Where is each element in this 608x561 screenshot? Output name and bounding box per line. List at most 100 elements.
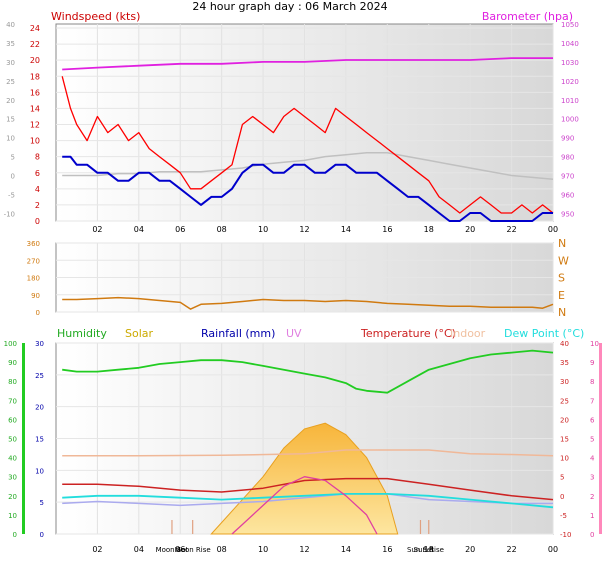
rainfall-tick-label: 5 — [40, 499, 44, 507]
windspeed-tick-label: 0 — [35, 217, 40, 226]
humidity-tick-label: 20 — [8, 493, 17, 501]
windspeed-axis-title: Windspeed (kts) — [51, 10, 140, 23]
temperature-tick-label: 10 — [6, 135, 15, 143]
annotation-label: Moon Set — [156, 546, 189, 554]
humidity-tick-label: 0 — [13, 531, 17, 539]
solar-area — [210, 422, 399, 535]
humidity-tick-label: 100 — [4, 340, 17, 348]
wind-gust-line — [61, 76, 554, 214]
climate-panel-series — [62, 349, 554, 535]
barometer-axis-title: Barometer (hpa) — [482, 10, 573, 23]
wind-panel-grid — [56, 24, 554, 222]
temperature-line — [62, 477, 554, 501]
humidity-tick-label: 60 — [8, 416, 17, 424]
uv-tick-label: 1 — [590, 512, 594, 520]
barometer-line — [62, 57, 553, 71]
x-tick-label: 06 — [175, 225, 185, 234]
wind-panel-series — [61, 57, 554, 222]
humidity-tick-label: 40 — [8, 455, 17, 463]
x-tick-label: 16 — [382, 545, 392, 554]
windspeed-tick-label: 16 — [30, 88, 40, 97]
humidity-tick-label: 80 — [8, 378, 17, 386]
rainfall-tick-label: 30 — [35, 340, 44, 348]
temperature-tick-label: 0 — [560, 493, 564, 501]
windspeed-tick-label: 10 — [30, 137, 40, 146]
annotation-label: Sun Set — [407, 546, 434, 554]
indoor-temperature-line — [62, 449, 554, 457]
rainfall-tick-label: 0 — [40, 531, 44, 539]
uv-tick-label: 2 — [590, 493, 594, 501]
barometer-tick-label: 1050 — [561, 21, 579, 29]
x-tick-label: 04 — [134, 225, 144, 234]
temperature-tick-label: 30 — [560, 378, 569, 386]
direction-tick-label: 90 — [31, 292, 40, 300]
legend-entry: Indoor — [450, 327, 486, 340]
x-tick-label: 14 — [341, 225, 351, 234]
uv-tick-label: 5 — [590, 436, 594, 444]
temperature-tick-label: 5 — [560, 474, 564, 482]
rainfall-tick-label: 25 — [35, 372, 44, 380]
legend-entry: Humidity — [57, 327, 107, 340]
windspeed-tick-label: 18 — [30, 72, 40, 81]
x-tick-label: 10 — [258, 225, 268, 234]
uv-tick-label: 10 — [590, 340, 599, 348]
temperature-tick-label: 0 — [11, 173, 15, 181]
uv-tick-label: 9 — [590, 359, 594, 367]
x-tick-label: 20 — [465, 225, 475, 234]
legend-entry: Dew Point (°C) — [504, 327, 584, 340]
temperature-tick-label: -5 — [560, 512, 567, 520]
temperature-tick-label: 25 — [560, 397, 569, 405]
direction-tick-label: 360 — [27, 240, 40, 248]
climate-panel-axes: 02 04 06 08 10 12 14 16 18 20 22 000510152025300102… — [4, 340, 602, 554]
windspeed-tick-label: 14 — [30, 104, 40, 113]
temperature-tick-label: 15 — [560, 436, 569, 444]
barometer-tick-label: 950 — [561, 210, 574, 218]
windspeed-tick-label: 6 — [35, 169, 40, 178]
x-tick-label: 18 — [424, 545, 434, 554]
temperature-tick-label: -10 — [4, 210, 15, 218]
x-tick-label: 04 — [134, 545, 144, 554]
temperature-tick-label: 25 — [6, 78, 15, 86]
uv-tick-label: 6 — [590, 416, 595, 424]
windspeed-tick-label: 8 — [35, 153, 40, 162]
graph-title: 24 hour graph day : 06 March 2024 — [192, 0, 387, 13]
barometer-tick-label: 990 — [561, 135, 574, 143]
temperature-tick-label: 5 — [11, 154, 15, 162]
compass-label: W — [558, 254, 569, 267]
barometer-tick-label: 1000 — [561, 116, 579, 124]
x-tick-label: 14 — [341, 545, 351, 554]
direction-panel-series — [62, 296, 554, 310]
barometer-tick-label: 1010 — [561, 97, 579, 105]
humidity-line — [62, 349, 554, 394]
x-tick-label: 00 — [548, 225, 558, 234]
x-tick-label: 22 — [506, 225, 516, 234]
wind-panel-axes: 02 04 06 08 10 12 14 16 18 20 22 000246810121416182… — [4, 21, 579, 234]
compass-label: N — [558, 237, 566, 250]
temperature-tick-label: -5 — [8, 191, 15, 199]
legend: Humidity Solar Rainfall (mm) UV Temperature … — [57, 327, 584, 340]
x-tick-label: 12 — [299, 225, 309, 234]
uv-tick-label: 4 — [590, 455, 595, 463]
temperature-tick-label: 40 — [560, 340, 569, 348]
wind-direction-line — [62, 296, 554, 310]
x-tick-label: 08 — [217, 225, 227, 234]
x-tick-label: 08 — [217, 545, 227, 554]
x-tick-label: 20 — [465, 545, 475, 554]
legend-entry: Temperature (°C) — [360, 327, 456, 340]
temperature-tick-label: 10 — [560, 455, 569, 463]
barometer-tick-label: 970 — [561, 173, 574, 181]
barometer-tick-label: 960 — [561, 191, 574, 199]
x-tick-label: 06 — [175, 545, 185, 554]
humidity-tick-label: 10 — [8, 512, 17, 520]
windspeed-tick-label: 2 — [35, 201, 40, 210]
compass-label: S — [558, 272, 565, 285]
temperature-tick-label: 20 — [560, 416, 569, 424]
windspeed-tick-label: 22 — [30, 40, 40, 49]
barometer-tick-label: 1030 — [561, 59, 579, 67]
humidity-axis-bar — [22, 343, 25, 534]
uv-axis-bar — [599, 343, 602, 534]
humidity-tick-label: 70 — [8, 397, 17, 405]
x-tick-label: 18 — [424, 225, 434, 234]
